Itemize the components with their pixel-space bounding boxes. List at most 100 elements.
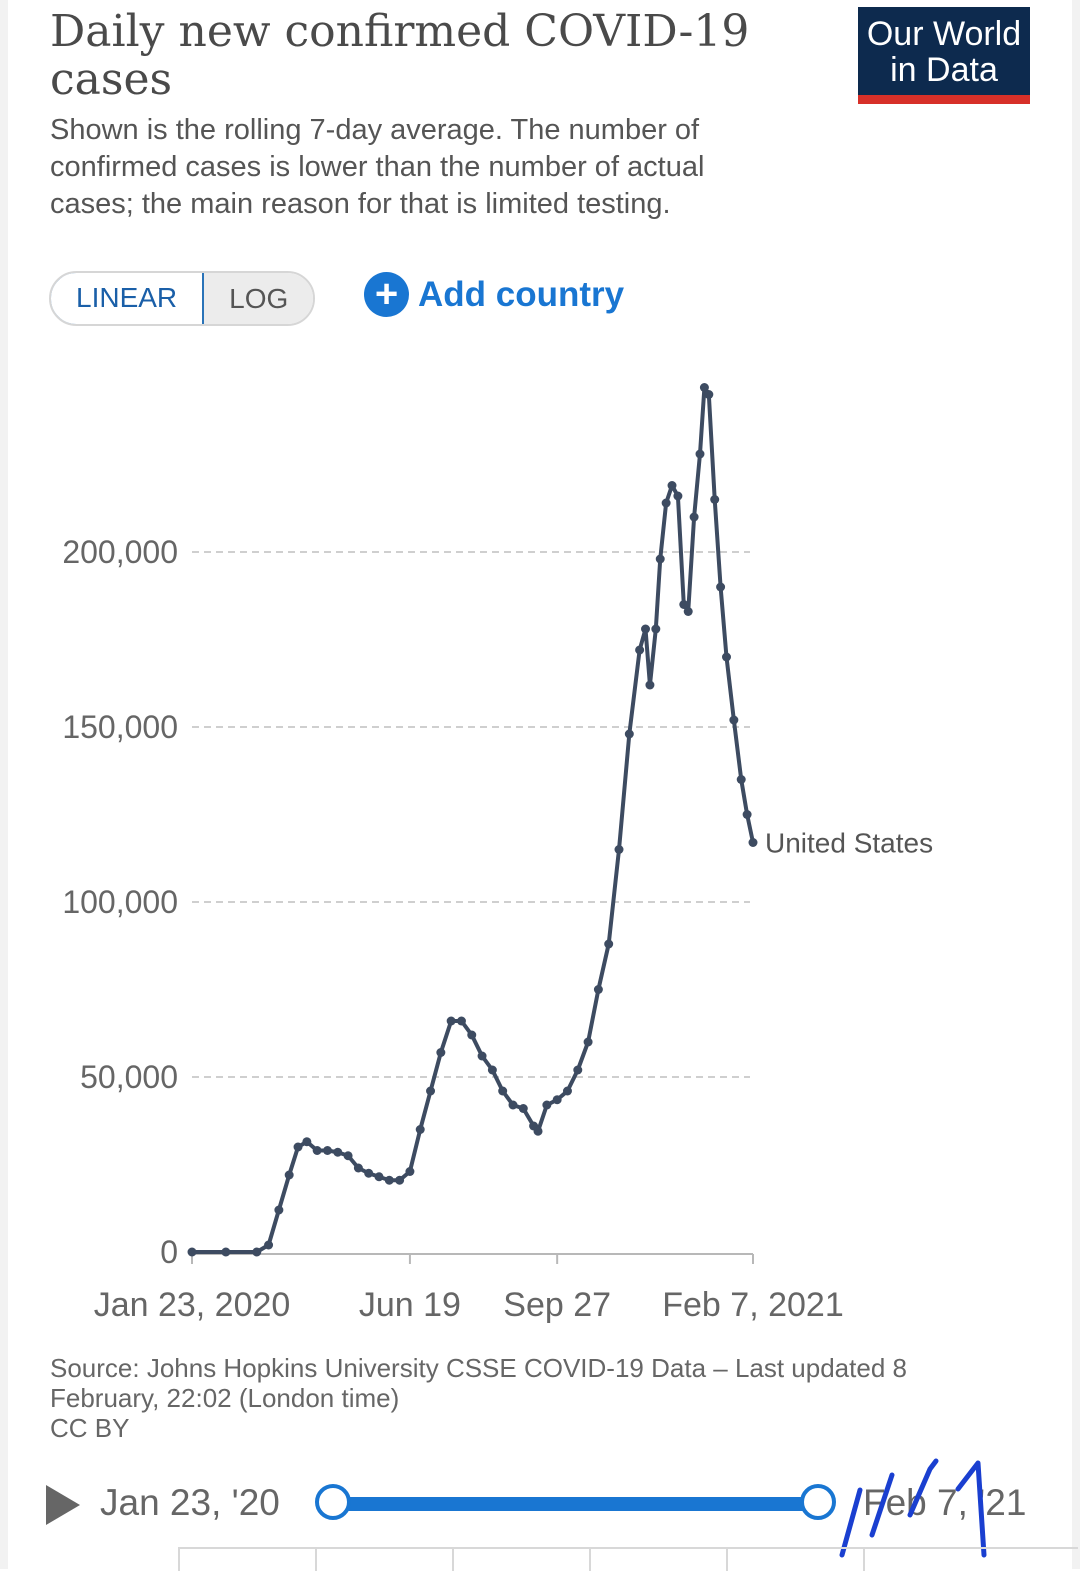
data-point (436, 1048, 446, 1057)
data-point (284, 1170, 294, 1180)
data-point (661, 498, 671, 508)
data-point (683, 607, 693, 616)
handwritten-scribble (839, 1458, 987, 1558)
y-tick-label: 0 (160, 1234, 178, 1270)
data-point (641, 624, 651, 634)
data-point (187, 1247, 197, 1257)
source-note: Source: Johns Hopkins University CSSE CO… (50, 1353, 1010, 1443)
source-line-2: February, 22:02 (London time) (50, 1383, 400, 1413)
data-point (498, 1086, 508, 1096)
tab-stub[interactable] (315, 1549, 452, 1571)
data-point (689, 512, 699, 522)
data-point (635, 645, 645, 655)
data-point (562, 1086, 572, 1096)
series-line (192, 385, 755, 1254)
data-point (384, 1175, 394, 1185)
data-point (252, 1247, 262, 1257)
x-tick-label: Jun 19 (359, 1286, 461, 1324)
owid-logo[interactable]: Our World in Data (858, 7, 1030, 104)
y-tick-label: 150,000 (62, 709, 178, 745)
add-country-label: Add country (418, 274, 625, 314)
data-point (533, 1126, 543, 1136)
data-point (374, 1172, 384, 1182)
series-group: United States (187, 383, 933, 1257)
data-point (748, 838, 758, 847)
data-point (704, 390, 714, 399)
data-point (467, 1030, 477, 1040)
logo-line-1: Our World (866, 15, 1022, 53)
data-point (695, 449, 705, 459)
chart-grid (192, 551, 750, 1078)
data-point (405, 1167, 415, 1176)
data-point (710, 495, 720, 504)
y-tick-label: 100,000 (62, 884, 178, 920)
data-point (679, 600, 689, 609)
data-point (673, 491, 683, 501)
data-point (542, 1100, 552, 1110)
data-point (322, 1146, 332, 1155)
y-tick-label: 200,000 (62, 534, 178, 570)
data-point (667, 481, 677, 490)
data-point (456, 1016, 466, 1026)
line-chart: 0 50,000 100,000 150,000 200,000 Jan 23, 202… (62, 383, 933, 1324)
data-point (518, 1104, 528, 1113)
play-icon[interactable] (46, 1485, 80, 1525)
tab-stub[interactable] (178, 1549, 315, 1571)
y-axis: 0 50,000 100,000 150,000 200,000 (62, 534, 178, 1270)
data-point (614, 845, 624, 854)
right-frame-edge (1072, 0, 1080, 1569)
data-point (343, 1151, 353, 1161)
data-point (415, 1125, 425, 1134)
x-tick-label: Feb 7, 2021 (662, 1286, 843, 1324)
logo-line-2: in Data (890, 51, 998, 89)
plus-circle-icon: + (364, 272, 409, 317)
data-point (395, 1175, 405, 1185)
tab-stub[interactable] (452, 1549, 589, 1571)
scale-toggle: LINEAR LOG (49, 271, 316, 326)
data-point (293, 1142, 303, 1152)
data-point (593, 985, 603, 994)
series-label: United States (765, 828, 933, 859)
data-point (645, 680, 655, 690)
data-point (721, 652, 731, 662)
data-point (426, 1086, 436, 1096)
y-tick-label: 50,000 (80, 1059, 178, 1095)
data-point (736, 775, 746, 784)
source-line-1: Source: Johns Hopkins University CSSE CO… (50, 1353, 907, 1383)
data-point (221, 1247, 231, 1257)
data-point (699, 383, 709, 392)
x-tick-label: Sep 27 (503, 1286, 611, 1324)
add-country-button[interactable]: + Add country (364, 272, 624, 317)
data-point (333, 1147, 343, 1157)
data-point (508, 1100, 518, 1110)
data-point (274, 1205, 284, 1215)
timeline-start-label: Jan 23, '20 (100, 1482, 280, 1523)
data-point (742, 810, 752, 819)
chart-title: Daily new confirmed COVID-19 cases (50, 6, 750, 105)
data-point (264, 1240, 274, 1250)
data-point (655, 554, 665, 564)
tab-stub[interactable] (863, 1549, 1000, 1571)
data-point (716, 582, 726, 592)
data-point (312, 1146, 322, 1155)
data-point (583, 1037, 593, 1047)
tab-stub[interactable] (589, 1549, 726, 1571)
x-axis: Jan 23, 2020 Jun 19 Sep 27 Feb 7, 2021 (94, 1253, 844, 1324)
linear-scale-button[interactable]: LINEAR (51, 273, 205, 324)
timeline-end-handle[interactable] (800, 1484, 836, 1520)
data-point (446, 1016, 456, 1026)
data-point (573, 1065, 583, 1075)
log-scale-button[interactable]: LOG (204, 273, 314, 324)
data-point (302, 1137, 312, 1147)
timeline-track[interactable] (333, 1497, 821, 1511)
timeline-start-handle[interactable] (315, 1484, 351, 1520)
data-point (604, 939, 614, 949)
tab-stub[interactable] (726, 1549, 863, 1571)
data-point (552, 1095, 562, 1105)
license-text: CC BY (50, 1413, 130, 1443)
bottom-tab-strip (178, 1547, 1078, 1571)
data-point (729, 715, 739, 725)
data-point (353, 1163, 363, 1173)
data-point (487, 1065, 497, 1075)
data-point (477, 1051, 487, 1061)
